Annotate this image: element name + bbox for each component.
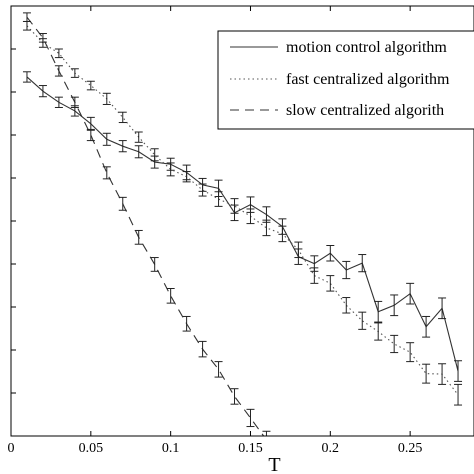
error-bar — [422, 315, 431, 338]
error-bar — [454, 360, 463, 382]
legend-label-fast-centralized: fast centralized algorithm — [286, 71, 450, 88]
error-bar — [166, 162, 175, 177]
legend: motion control algorithm fast centralize… — [217, 30, 474, 130]
error-bar — [22, 20, 31, 31]
error-bar — [326, 275, 335, 292]
error-bar — [38, 33, 47, 43]
x-tick-label: 0 — [8, 441, 15, 456]
x-tick-label: 0.15 — [238, 441, 263, 456]
error-bar — [262, 430, 271, 436]
error-bar — [182, 315, 191, 332]
error-bar — [198, 183, 207, 197]
error-bar — [310, 267, 319, 284]
x-tick-label: 0.2 — [322, 441, 340, 456]
error-bar — [70, 96, 79, 108]
error-bar — [246, 208, 255, 225]
series-2 — [22, 12, 271, 436]
series-line — [26, 76, 459, 372]
error-bar — [214, 191, 223, 207]
error-bar — [262, 219, 271, 237]
error-bar — [102, 132, 111, 146]
error-bar — [342, 260, 351, 280]
error-bar — [70, 68, 79, 78]
error-bar — [166, 288, 175, 304]
error-bar — [342, 297, 351, 314]
error-bar — [150, 148, 159, 162]
x-axis-title: T — [268, 454, 280, 474]
error-bar — [278, 225, 287, 243]
error-bar — [86, 80, 95, 91]
error-bar — [374, 322, 383, 341]
series-layer — [22, 12, 463, 436]
error-bar — [118, 196, 127, 211]
error-bar — [294, 241, 303, 259]
error-bar — [134, 145, 143, 159]
tick-layer: 0 0.05 0.1 0.15 0.2 0.25 — [8, 6, 423, 456]
error-bar — [230, 198, 239, 214]
error-bar — [438, 297, 447, 320]
error-bar — [54, 65, 63, 77]
error-bar — [22, 12, 31, 22]
error-bar — [422, 363, 431, 384]
error-bar — [214, 361, 223, 378]
error-bar — [246, 408, 255, 428]
error-bar — [102, 92, 111, 105]
legend-label-motion-control: motion control algorithm — [286, 39, 447, 56]
error-bar — [38, 85, 47, 98]
error-bar — [54, 48, 63, 59]
error-bar — [182, 171, 191, 183]
error-bar — [438, 363, 447, 385]
error-bar — [198, 340, 207, 358]
error-bar — [134, 229, 143, 245]
x-tick-label: 0.05 — [79, 441, 104, 456]
error-bar — [102, 166, 111, 180]
error-bar — [54, 96, 63, 108]
error-bar — [406, 342, 415, 363]
error-bar — [230, 388, 239, 405]
error-bar — [454, 383, 463, 406]
error-bar — [134, 131, 143, 143]
error-bar — [22, 71, 31, 83]
error-bar — [406, 282, 415, 305]
x-tick-label: 0.25 — [398, 441, 423, 456]
error-bar — [390, 294, 399, 317]
error-bar — [374, 300, 383, 323]
error-bar — [150, 257, 159, 272]
series-1 — [22, 20, 463, 406]
error-bar — [118, 140, 127, 153]
error-bar — [118, 111, 127, 124]
error-bar — [358, 254, 367, 273]
x-tick-label: 0.1 — [162, 441, 180, 456]
legend-label-slow-centralized: slow centralized algorith — [286, 102, 444, 119]
error-bar — [326, 245, 335, 262]
error-bar — [390, 334, 399, 354]
error-bar — [86, 128, 95, 142]
error-bar — [358, 311, 367, 330]
